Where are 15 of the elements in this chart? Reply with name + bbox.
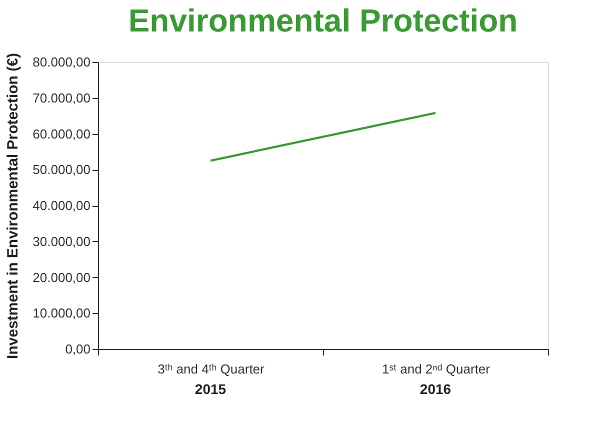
y-tick-label: 0,00 — [65, 342, 90, 356]
y-tick-label: 50.000,00 — [32, 162, 90, 178]
x-tick-label: 1ˢᵗ and 2ⁿᵈ Quarter — [382, 362, 491, 376]
y-tick-label: 10.000,00 — [32, 306, 90, 321]
y-tick-label: 60.000,00 — [32, 126, 90, 142]
text: 2016 — [420, 381, 452, 397]
y-tick-label: 70.000,00 — [32, 90, 90, 106]
y-tick-label: 40.000,00 — [32, 198, 90, 213]
text: 2015 — [194, 381, 226, 397]
y-axis-title: Investment in Environmental Protection (€) — [4, 53, 22, 359]
y-tick-label: 20.000,00 — [32, 270, 90, 285]
x-tick-label: 3ᵗʰ and 4ᵗʰ Quarter — [158, 362, 266, 376]
y-tick-label: 80.000,00 — [32, 54, 90, 70]
chart-title: Environmental Protection — [128, 2, 518, 39]
y-tick-label: 30.000,00 — [32, 234, 90, 249]
